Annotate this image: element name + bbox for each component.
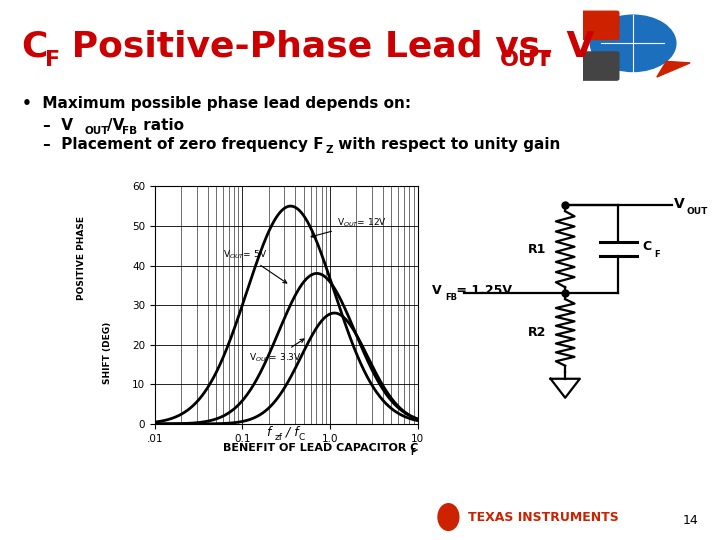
Text: TEXAS INSTRUMENTS: TEXAS INSTRUMENTS <box>467 511 618 524</box>
Text: ratio: ratio <box>138 118 184 133</box>
Text: = 1.25V: = 1.25V <box>452 284 512 297</box>
FancyBboxPatch shape <box>581 11 619 39</box>
Text: OUT: OUT <box>84 126 109 136</box>
Text: POSITIVE PHASE: POSITIVE PHASE <box>77 215 86 300</box>
Text: F: F <box>45 50 60 70</box>
Text: V: V <box>675 197 685 211</box>
Text: OUT: OUT <box>686 207 708 216</box>
Circle shape <box>438 504 459 530</box>
Text: F: F <box>654 249 660 259</box>
Text: –  V: – V <box>43 118 73 133</box>
Text: /V: /V <box>107 118 124 133</box>
Text: •  Maximum possible phase lead depends on:: • Maximum possible phase lead depends on… <box>22 96 410 111</box>
Text: / f: / f <box>282 426 299 439</box>
Polygon shape <box>657 62 690 77</box>
FancyBboxPatch shape <box>581 52 619 80</box>
Text: FB: FB <box>122 126 138 136</box>
Text: C: C <box>22 30 48 64</box>
Text: Z: Z <box>325 145 333 155</box>
Text: Positive-Phase Lead vs. V: Positive-Phase Lead vs. V <box>59 30 595 64</box>
Text: BENEFIT OF LEAD CAPACITOR C: BENEFIT OF LEAD CAPACITOR C <box>223 443 418 453</box>
Text: SHIFT (DEG): SHIFT (DEG) <box>103 321 112 384</box>
Text: V$_{OUT}$= 3.3V: V$_{OUT}$= 3.3V <box>249 339 304 364</box>
Text: F: F <box>410 448 415 457</box>
Text: V: V <box>432 284 441 297</box>
Text: R1: R1 <box>528 243 546 256</box>
Text: 14: 14 <box>683 514 698 526</box>
Text: zf: zf <box>274 433 282 442</box>
Text: with respect to unity gain: with respect to unity gain <box>333 137 560 152</box>
Text: FB: FB <box>445 293 456 302</box>
Text: –  Placement of zero frequency F: – Placement of zero frequency F <box>43 137 324 152</box>
Text: C: C <box>642 240 652 253</box>
Text: OUT: OUT <box>500 50 552 70</box>
Text: V$_{OUT}$= 12V: V$_{OUT}$= 12V <box>311 217 387 238</box>
Text: f: f <box>266 426 271 439</box>
Text: C: C <box>299 433 305 442</box>
Circle shape <box>590 15 676 71</box>
Text: R2: R2 <box>528 326 546 339</box>
Text: V$_{OUT}$= 5V: V$_{OUT}$= 5V <box>223 248 287 283</box>
